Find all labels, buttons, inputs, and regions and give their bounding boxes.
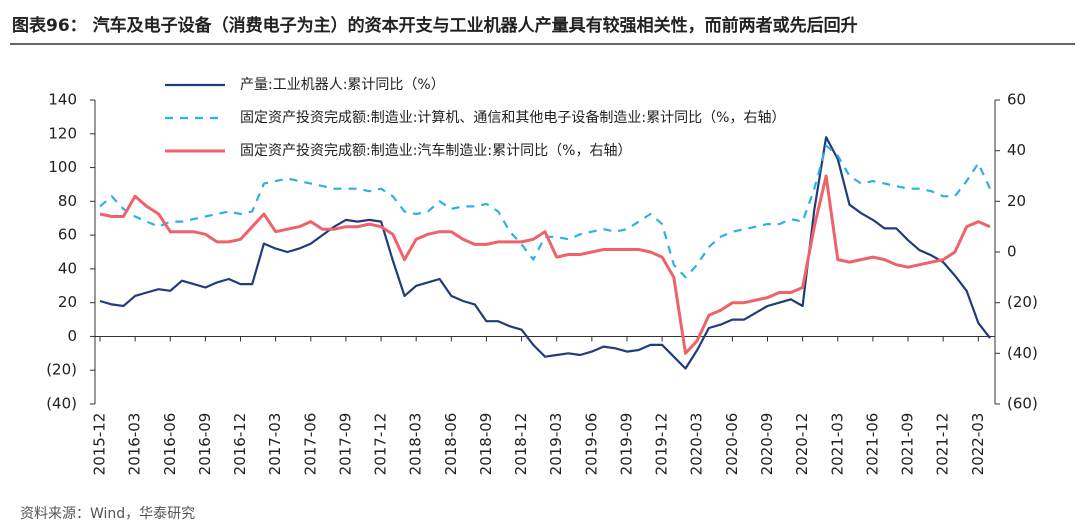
y2-tick-label: 40 (1007, 141, 1026, 159)
y2-tick-label: (20) (1007, 293, 1038, 311)
x-tick-label: 2016-09 (196, 413, 214, 476)
x-tick-label: 2017-12 (372, 413, 390, 476)
series-line (99, 144, 991, 279)
x-tick-label: 2017-03 (266, 413, 284, 476)
y2-tick-label: 0 (1007, 243, 1017, 261)
x-tick-label: 2018-12 (512, 413, 530, 476)
y2-tick-label: 20 (1007, 192, 1026, 210)
y-tick-label: (20) (46, 361, 77, 379)
x-tick-label: 2021-12 (934, 413, 952, 476)
x-tick-label: 2017-06 (301, 413, 319, 476)
y-tick-label: 60 (58, 226, 77, 244)
x-tick-label: 2019-03 (547, 413, 565, 476)
y-tick-label: 80 (58, 192, 77, 210)
x-tick-label: 2018-06 (442, 413, 460, 476)
x-tick-label: 2019-06 (582, 413, 600, 476)
x-tick-label: 2020-12 (793, 413, 811, 476)
chart-title: 图表96： 汽车及电子设备（消费电子为主）的资本开支与工业机器人产量具有较强相关… (12, 15, 858, 36)
x-tick-label: 2018-09 (477, 413, 495, 476)
x-tick-label: 2017-09 (336, 413, 354, 476)
x-tick-label: 2019-09 (617, 413, 635, 476)
y2-tick-label: (40) (1007, 344, 1038, 362)
x-tick-label: 2020-09 (758, 413, 776, 476)
x-tick-label: 2021-09 (899, 413, 917, 476)
x-tick-label: 2020-03 (688, 413, 706, 476)
y-tick-label: (40) (46, 395, 77, 413)
x-tick-label: 2015-12 (91, 413, 109, 476)
x-tick-label: 2016-06 (161, 413, 179, 476)
y2-tick-label: (60) (1007, 395, 1038, 413)
x-tick-label: 2016-03 (126, 413, 144, 476)
x-tick-label: 2019-12 (653, 413, 671, 476)
y-tick-label: 140 (48, 91, 77, 109)
y-tick-label: 120 (48, 124, 77, 142)
legend-label: 固定资产投资完成额:制造业:汽车制造业:累计同比（%，右轴） (240, 142, 631, 159)
x-tick-label: 2021-06 (863, 413, 881, 476)
legend-label: 固定资产投资完成额:制造业:计算机、通信和其他电子设备制造业:累计同比（%，右轴… (240, 109, 785, 126)
y2-tick-label: 60 (1007, 91, 1026, 109)
series-line (99, 174, 991, 355)
x-tick-label: 2018-03 (407, 413, 425, 476)
series-line (99, 136, 991, 370)
x-tick-label: 2022-03 (969, 413, 987, 476)
legend-label: 产量:工业机器人:累计同比（%） (240, 77, 445, 93)
y-tick-label: 40 (58, 259, 77, 277)
x-tick-label: 2021-03 (828, 413, 846, 476)
x-tick-label: 2016-12 (231, 413, 249, 476)
y-tick-label: 0 (67, 327, 77, 345)
x-tick-label: 2020-06 (723, 413, 741, 476)
y-tick-label: 20 (58, 293, 77, 311)
source: 资料来源：Wind，华泰研究 (20, 506, 195, 522)
y-tick-label: 100 (48, 158, 77, 176)
